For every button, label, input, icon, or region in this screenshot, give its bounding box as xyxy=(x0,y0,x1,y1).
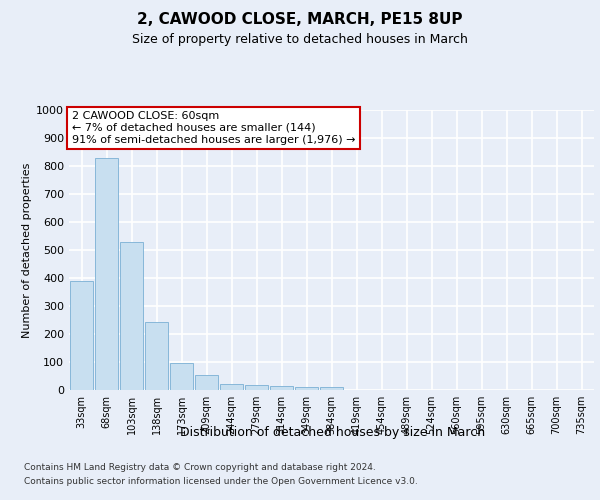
Bar xyxy=(320,387,343,390)
Text: Contains HM Land Registry data © Crown copyright and database right 2024.: Contains HM Land Registry data © Crown c… xyxy=(24,464,376,472)
Bar xyxy=(145,322,168,390)
Bar xyxy=(95,158,118,390)
Bar xyxy=(220,384,243,390)
Text: 2, CAWOOD CLOSE, MARCH, PE15 8UP: 2, CAWOOD CLOSE, MARCH, PE15 8UP xyxy=(137,12,463,28)
Text: Size of property relative to detached houses in March: Size of property relative to detached ho… xyxy=(132,32,468,46)
Text: 2 CAWOOD CLOSE: 60sqm
← 7% of detached houses are smaller (144)
91% of semi-deta: 2 CAWOOD CLOSE: 60sqm ← 7% of detached h… xyxy=(71,112,355,144)
Text: Contains public sector information licensed under the Open Government Licence v3: Contains public sector information licen… xyxy=(24,477,418,486)
Bar xyxy=(245,385,268,390)
Bar xyxy=(170,363,193,390)
Bar xyxy=(270,386,293,390)
Bar xyxy=(295,387,318,390)
Bar xyxy=(120,242,143,390)
Bar xyxy=(70,281,93,390)
Y-axis label: Number of detached properties: Number of detached properties xyxy=(22,162,32,338)
Text: Distribution of detached houses by size in March: Distribution of detached houses by size … xyxy=(181,426,485,439)
Bar xyxy=(195,376,218,390)
